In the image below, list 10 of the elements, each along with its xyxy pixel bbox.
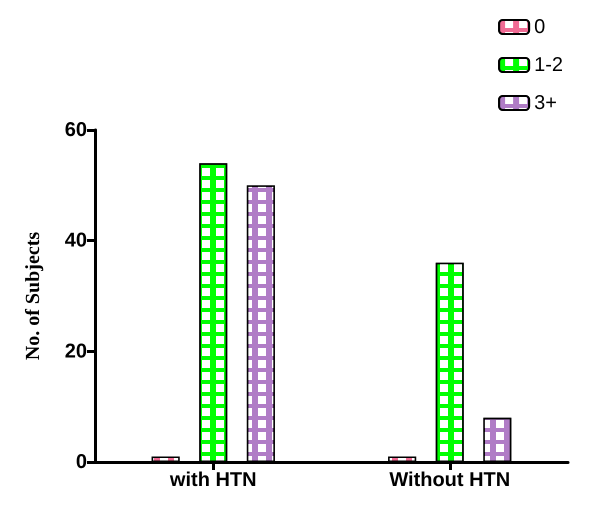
y-tick-label: 0 (76, 451, 87, 473)
y-tick-label: 60 (64, 119, 87, 141)
x-tick-label: with HTN (168, 469, 257, 491)
x-tick-label: Without HTN (389, 469, 510, 491)
y-tick-label: 20 (64, 340, 87, 362)
y-axis-title: No. of Subjects (22, 232, 44, 360)
legend-label: 1-2 (534, 54, 563, 76)
legend-label: 3+ (534, 92, 557, 114)
legend-label: 0 (534, 16, 546, 38)
y-tick-label: 40 (64, 230, 87, 252)
